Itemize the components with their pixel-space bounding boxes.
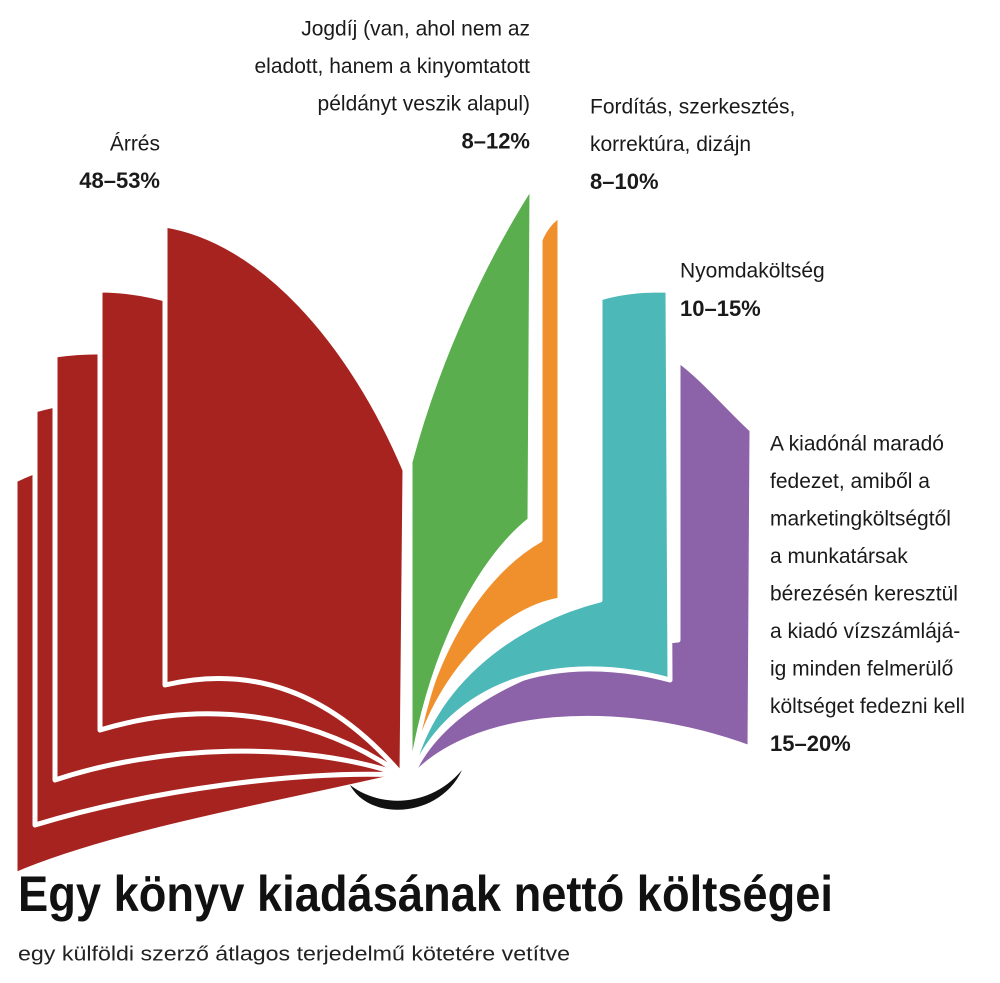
segment-label: a kiadó vízszámlájá- [770, 620, 960, 643]
page-orange [407, 212, 563, 783]
segment-label: példányt veszik alapul) [318, 93, 530, 116]
segment-label: fedezet, amiből a [770, 470, 930, 493]
book-spine [350, 770, 462, 810]
segment-value: 8–10% [590, 169, 659, 194]
segment-value: 15–20% [770, 731, 851, 756]
segment-label: bérezésén keresztül [770, 583, 958, 606]
segment-label: A kiadónál maradó [770, 433, 944, 456]
page-green [407, 182, 535, 783]
segment-label: Fordítás, szerkesztés, [590, 96, 795, 119]
title: Egy könyv kiadásának nettó költségei [18, 866, 833, 922]
segment-value: 48–53% [79, 168, 160, 193]
segment-label: Jogdíj (van, ahol nem az [301, 18, 530, 41]
segment-label: korrektúra, dizájn [590, 133, 751, 156]
segment-label: a munkatársak [770, 545, 908, 568]
segment-label: Árrés [110, 133, 160, 156]
segment-value: 8–12% [461, 128, 530, 153]
segment-label: Nyomdaköltség [680, 260, 825, 283]
book-illustration [12, 182, 755, 878]
segment-label: marketingköltségtől [770, 508, 951, 531]
segment-value: 10–15% [680, 296, 761, 321]
page-red [162, 222, 408, 778]
segment-label: költséget fedezni kell [770, 695, 965, 718]
segment-label: ig minden felmerülő [770, 658, 953, 681]
segment-label: eladott, hanem a kinyomtatott [255, 55, 531, 78]
subtitle: egy külföldi szerző átlagos terjedelmű k… [18, 943, 570, 965]
page-teal [407, 287, 673, 783]
